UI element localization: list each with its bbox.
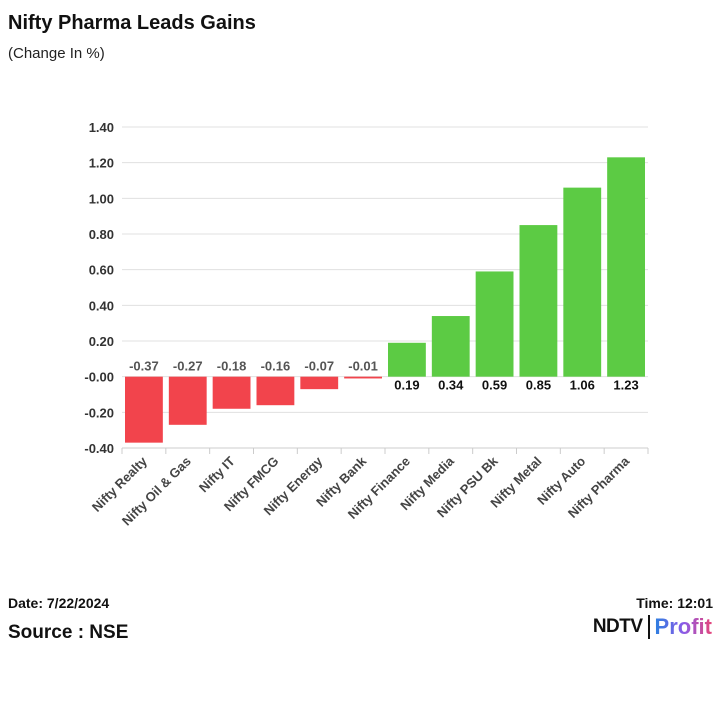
y-tick-label: 1.00 bbox=[89, 191, 114, 206]
source-label: Source : NSE bbox=[8, 622, 129, 643]
data-label: 0.85 bbox=[526, 378, 551, 393]
data-label: -0.27 bbox=[173, 359, 203, 374]
data-label: -0.16 bbox=[261, 359, 291, 374]
chart-title: Nifty Pharma Leads Gains bbox=[8, 12, 256, 34]
date-label: Date: 7/22/2024 bbox=[8, 595, 110, 611]
data-label: 1.06 bbox=[570, 378, 595, 393]
y-tick-label: 0.20 bbox=[89, 334, 114, 349]
data-label: 0.59 bbox=[482, 378, 507, 393]
data-label: -0.18 bbox=[217, 359, 247, 374]
logo-ndtv: NDTV bbox=[592, 616, 643, 637]
y-tick-label: 0.80 bbox=[89, 227, 114, 242]
bar bbox=[256, 376, 295, 406]
bar bbox=[388, 342, 426, 377]
bar bbox=[431, 316, 470, 377]
data-label: 0.34 bbox=[438, 378, 464, 393]
y-tick-label: -0.20 bbox=[84, 405, 114, 420]
bar bbox=[212, 376, 251, 409]
y-tick-label: 1.40 bbox=[89, 120, 114, 135]
bar bbox=[300, 376, 339, 390]
bar bbox=[563, 187, 602, 377]
data-label: 0.19 bbox=[394, 378, 419, 393]
data-label: -0.01 bbox=[348, 359, 378, 374]
ndtv-profit-logo: NDTV Profit bbox=[593, 614, 712, 640]
time-label: Time: 12:01 bbox=[636, 595, 713, 611]
data-label: -0.07 bbox=[304, 359, 334, 374]
y-tick-label: 0.40 bbox=[89, 298, 114, 313]
bar bbox=[125, 376, 163, 443]
data-label: -0.37 bbox=[129, 359, 159, 374]
logo-divider bbox=[647, 615, 650, 639]
bar bbox=[607, 157, 645, 377]
logo-profit: Profit bbox=[654, 614, 712, 639]
y-tick-label: -0.00 bbox=[84, 370, 114, 385]
bar bbox=[344, 376, 382, 379]
bar bbox=[168, 376, 207, 425]
data-label: 1.23 bbox=[613, 378, 638, 393]
y-tick-label: 1.20 bbox=[89, 156, 114, 171]
y-tick-label: 0.60 bbox=[89, 263, 114, 278]
bar bbox=[475, 271, 514, 377]
y-tick-label: -0.40 bbox=[84, 441, 114, 456]
x-tick-label: Nifty IT bbox=[196, 453, 238, 495]
chart-subtitle: (Change In %) bbox=[8, 45, 105, 62]
bar bbox=[519, 225, 558, 377]
